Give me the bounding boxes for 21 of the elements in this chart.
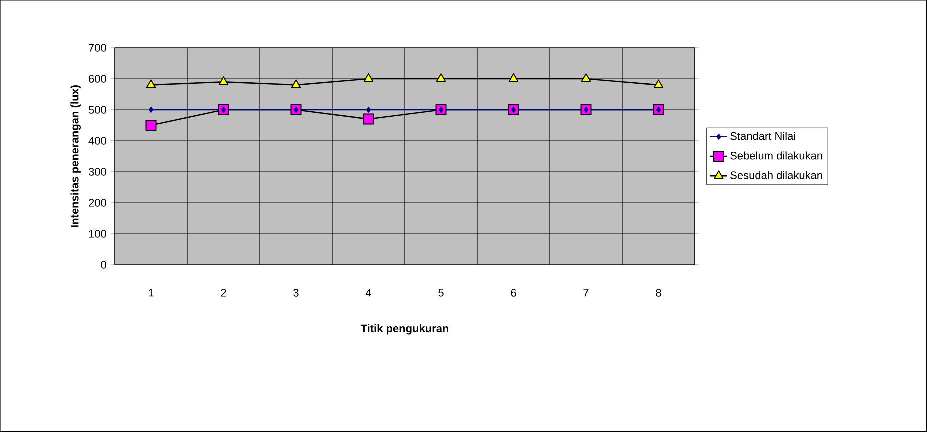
legend-label: Standart Nilai xyxy=(730,132,796,140)
y-tick-label: 600 xyxy=(89,75,106,83)
legend-label: Sesudah dilakukan xyxy=(730,171,822,180)
x-tick-label: 8 xyxy=(656,289,662,297)
y-tick-label: 0 xyxy=(101,261,106,269)
y-tick-label: 400 xyxy=(88,137,106,145)
x-tick-label: 4 xyxy=(366,289,372,297)
y-tick-label: 500 xyxy=(88,106,106,114)
x-tick-label: 7 xyxy=(584,289,589,297)
x-tick-label: 2 xyxy=(221,289,226,297)
y-tick-label: 300 xyxy=(88,168,106,176)
x-tick-label: 6 xyxy=(511,289,516,297)
x-axis-title: Titik pengukuran xyxy=(360,324,449,335)
y-tick-label: 700 xyxy=(89,44,106,52)
x-tick-label: 5 xyxy=(438,289,444,297)
x-tick-label: 3 xyxy=(294,289,299,297)
y-axis-title: Intensitas penerangan (lux) xyxy=(70,86,81,228)
y-tick-label: 100 xyxy=(89,230,106,238)
legend-label: Sebelum dilakukan xyxy=(730,152,822,160)
x-tick-label: 1 xyxy=(149,289,154,297)
y-tick-label: 200 xyxy=(89,199,106,207)
